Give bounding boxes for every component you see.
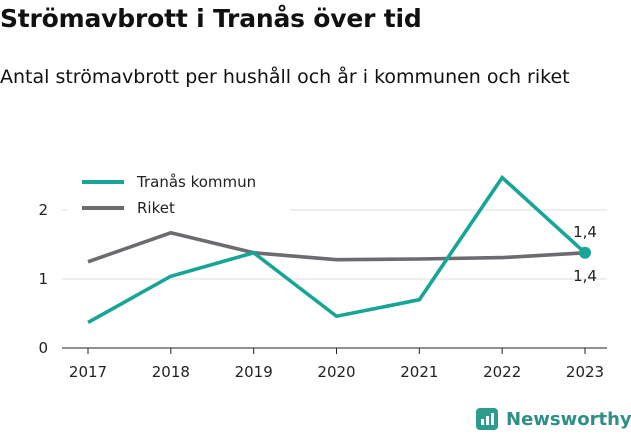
series-line-1 bbox=[87, 230, 586, 264]
end-label-lower: 1,4 bbox=[573, 267, 597, 285]
series-line-0 bbox=[87, 174, 587, 325]
y-tick-label: 2 bbox=[38, 201, 48, 219]
end-labels: 1,4 1,4 bbox=[573, 223, 597, 285]
newsworthy-logo-text: Newsworthy bbox=[506, 408, 631, 430]
end-marker bbox=[579, 246, 591, 259]
end-label-upper: 1,4 bbox=[573, 223, 597, 241]
y-tick-label: 1 bbox=[38, 270, 48, 288]
legend-background bbox=[68, 166, 290, 224]
series-lines bbox=[87, 174, 591, 325]
y-axis: 0 1 2 bbox=[38, 201, 48, 357]
newsworthy-logo: Newsworthy bbox=[476, 408, 631, 430]
x-axis: 2017 2018 2019 2020 2021 2022 2023 bbox=[69, 348, 604, 381]
legend-label-1: Riket bbox=[137, 199, 175, 217]
x-tick-label: 2019 bbox=[235, 363, 273, 381]
chart-subtitle: Antal strömavbrott per hushåll och år i … bbox=[0, 66, 570, 88]
chart-title: Strömavbrott i Tranås över tid bbox=[0, 4, 422, 33]
grid-lines bbox=[62, 209, 607, 349]
x-tick-label: 2021 bbox=[400, 363, 438, 381]
x-tick-label: 2018 bbox=[152, 363, 190, 381]
x-tick-label: 2023 bbox=[566, 363, 604, 381]
x-tick-label: 2022 bbox=[483, 363, 521, 381]
newsworthy-logo-icon bbox=[476, 408, 498, 430]
y-tick-label: 0 bbox=[38, 339, 48, 357]
legend-label-0: Tranås kommun bbox=[136, 173, 256, 191]
x-tick-label: 2017 bbox=[69, 363, 107, 381]
legend: Tranås kommun Riket bbox=[68, 166, 290, 224]
x-tick-label: 2020 bbox=[317, 363, 355, 381]
